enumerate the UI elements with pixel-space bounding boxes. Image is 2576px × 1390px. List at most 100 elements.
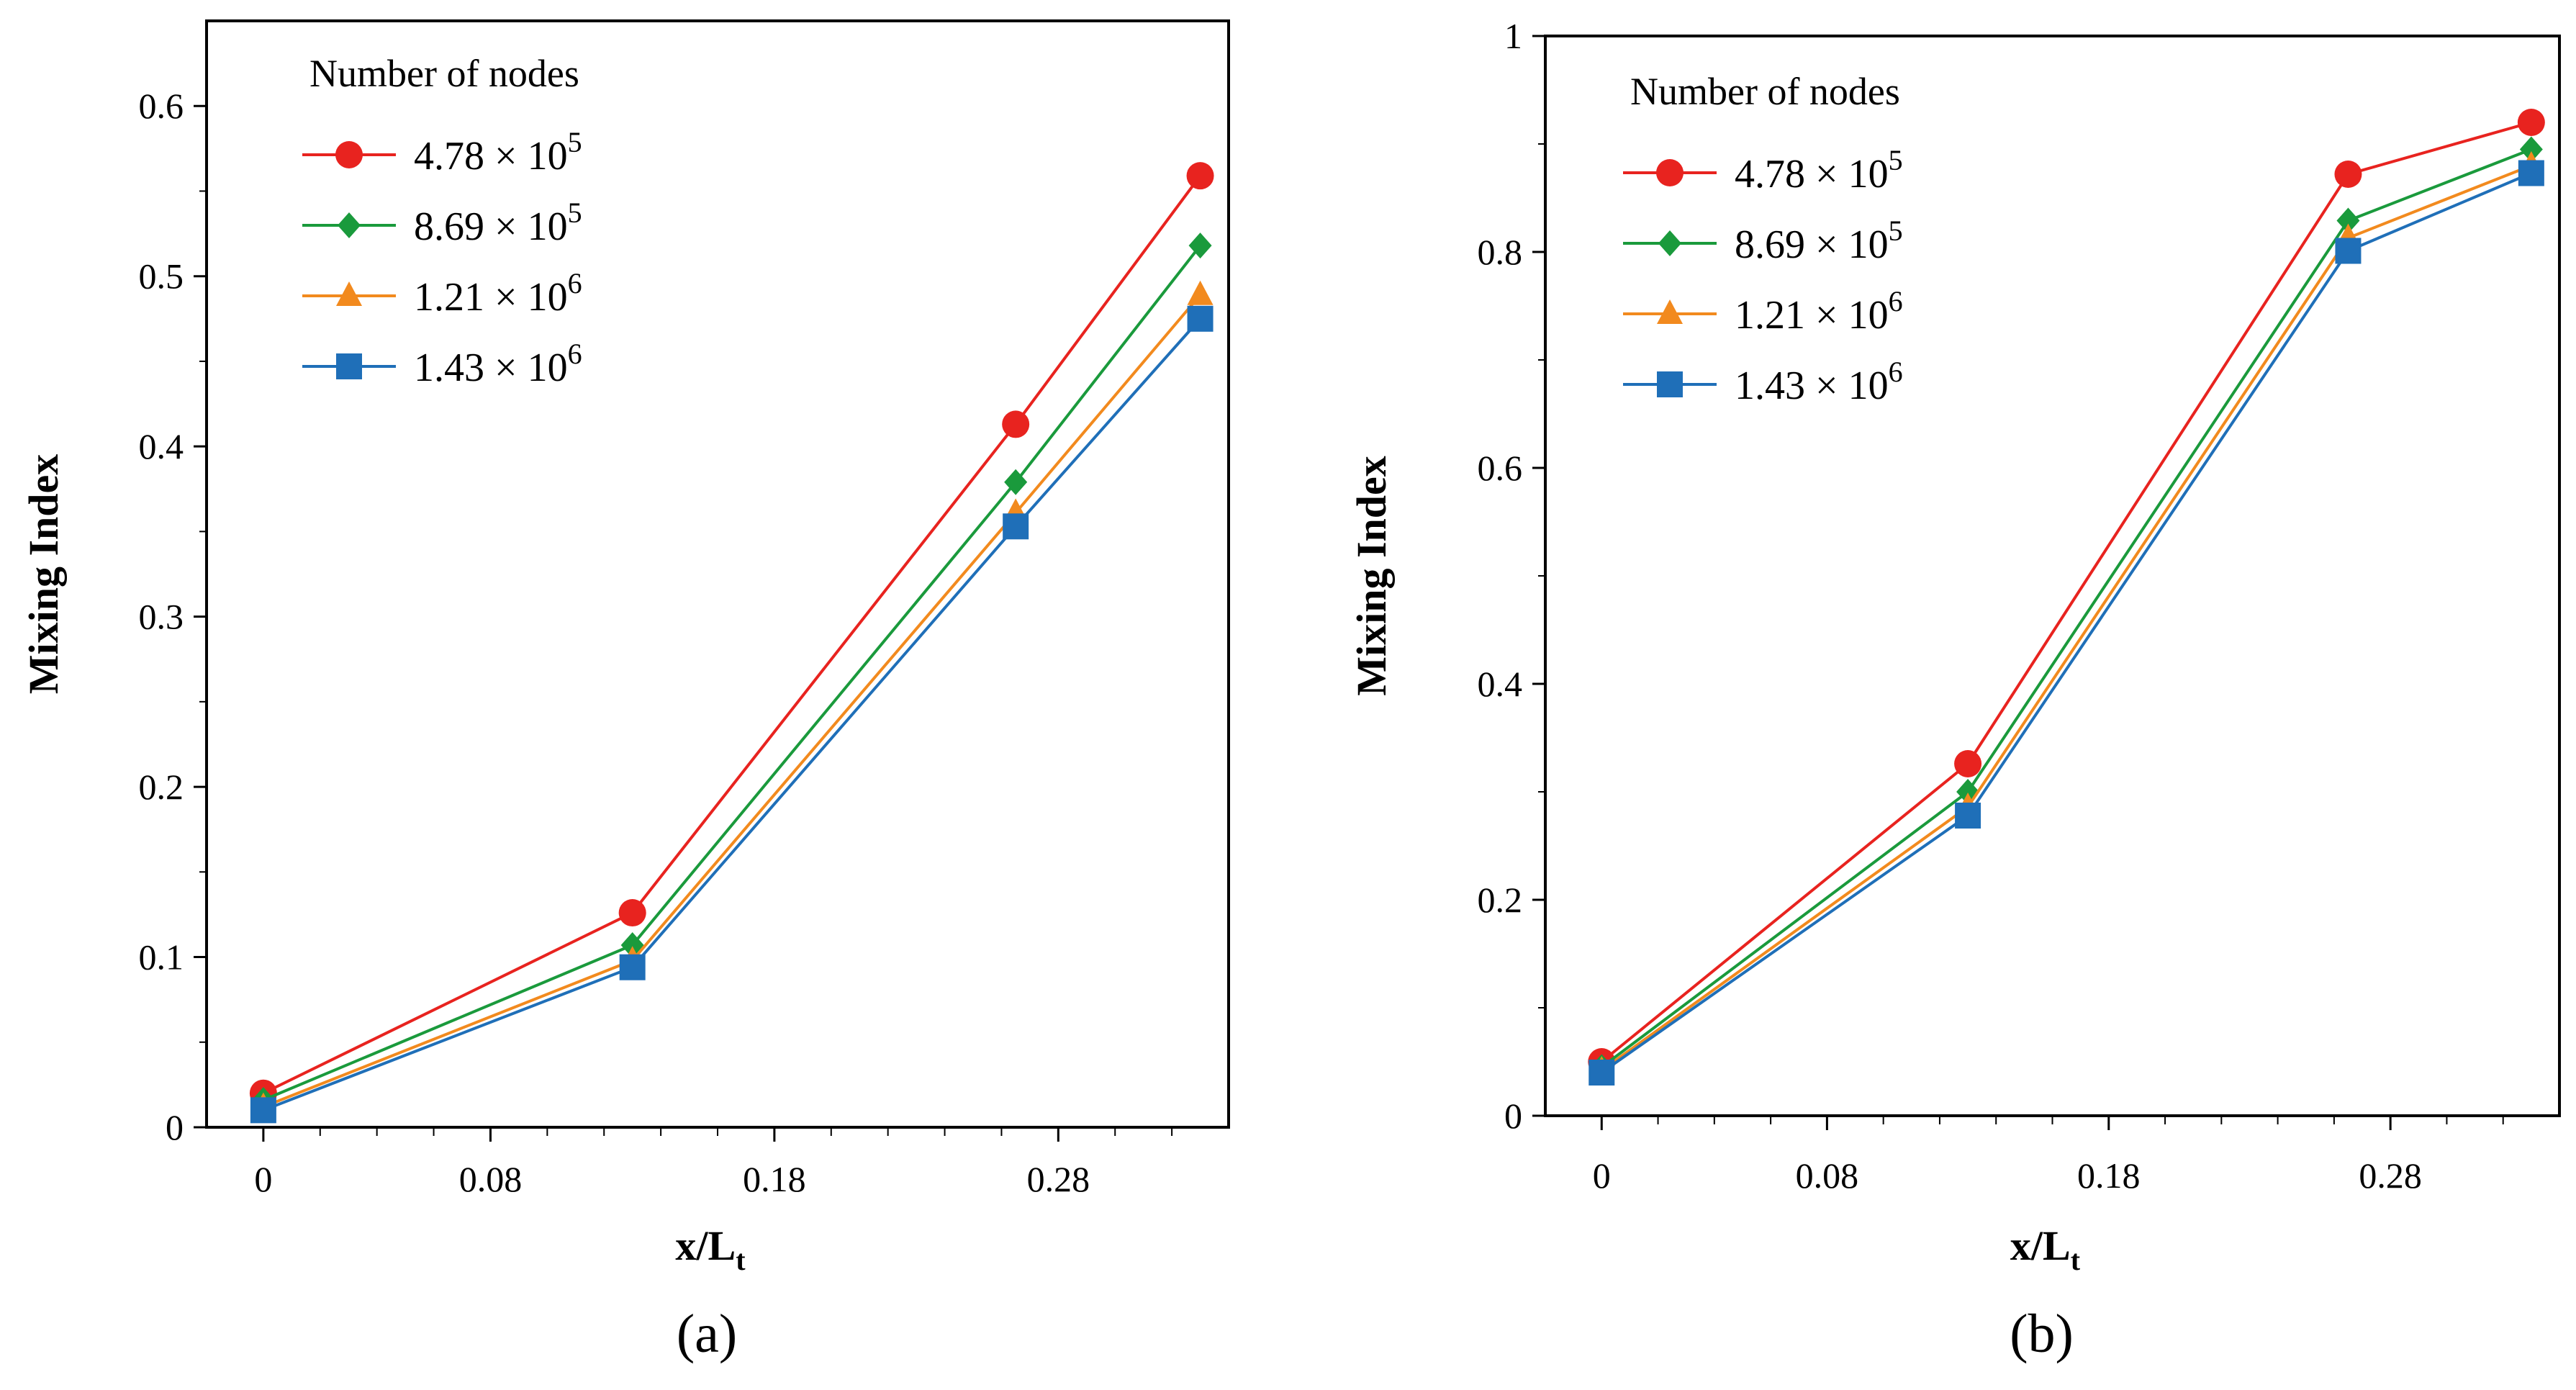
legend-times: × 10: [484, 275, 568, 320]
series-line-2: [263, 294, 1202, 1109]
legend-exponent: 5: [568, 126, 582, 158]
data-point-s0-2: [1002, 410, 1030, 438]
y-tick-label: 1: [1504, 16, 1522, 56]
legend-times: × 10: [484, 134, 568, 179]
panel-label: (a): [677, 1304, 737, 1364]
series-line-3: [1601, 171, 2532, 1074]
data-point-s1-2: [2336, 207, 2360, 234]
series-2: [250, 280, 1214, 1117]
data-point-s0-3: [2517, 109, 2545, 136]
data-point-s3-3: [1187, 305, 1214, 332]
legend-entry-3: 1.43 × 106: [1735, 356, 1903, 408]
data-point-s1-3: [2519, 136, 2543, 163]
y-tick-label: 0: [1504, 1096, 1522, 1136]
chart-panel-b: 0 0.2 0.4 0.6 0.8 1 0 0.08 0.18 0.28 x/Lt Mixing In…: [1348, 16, 2561, 1364]
y-axis-label: Mixing Index: [20, 454, 67, 695]
y-tick-label: 0.8: [1478, 232, 1523, 272]
legend-mantissa: 1.43: [1735, 364, 1805, 408]
x-tick-label: 0.18: [743, 1159, 806, 1199]
legend-times: × 10: [1805, 152, 1889, 197]
x-tick-label: 0.08: [459, 1159, 523, 1199]
y-tick-label: 0.2: [139, 767, 184, 807]
legend-entry-1: 8.69 × 105: [414, 197, 582, 249]
x-tick-label: 0.08: [1796, 1155, 1859, 1196]
legend-exponent: 6: [568, 338, 582, 370]
data-point-s1-3: [1188, 233, 1212, 259]
legend-marker-1: [1658, 230, 1681, 256]
y-tick-label: 0.4: [1478, 664, 1523, 704]
legend-times: × 10: [1805, 364, 1889, 408]
legend-mantissa: 8.69: [1735, 222, 1805, 267]
series-3: [250, 305, 1214, 1124]
data-point-s3-2: [1003, 513, 1029, 540]
y-tick-label: 0.6: [1478, 448, 1523, 488]
y-tick-label: 0.2: [1478, 880, 1523, 920]
series-line-0: [1601, 121, 2532, 1063]
series-line-1: [1601, 148, 2532, 1069]
series-3: [1588, 160, 2544, 1086]
data-point-s2-3: [1187, 280, 1214, 305]
legend-marker-2: [336, 281, 362, 306]
legend-times: × 10: [1805, 222, 1889, 267]
legend-mantissa: 1.21: [414, 275, 484, 320]
data-point-s3-3: [2518, 160, 2544, 186]
series-1: [251, 233, 1212, 1114]
x-axis-label-subscript: t: [2071, 1244, 2081, 1276]
series-line-1: [263, 244, 1202, 1102]
data-point-s0-1: [1954, 750, 1982, 777]
data-point-s1-2: [1004, 469, 1028, 495]
y-axis-label: Mixing Index: [1348, 456, 1395, 696]
series-line-2: [1601, 164, 2532, 1072]
y-tick-label: 0: [166, 1107, 184, 1147]
x-tick-label: 0.28: [1027, 1159, 1090, 1199]
y-tick-label: 0.3: [139, 597, 184, 637]
legend-entry-2: 1.21 × 106: [414, 267, 582, 320]
legend-marker-0: [335, 141, 363, 168]
data-point-s3-0: [1588, 1060, 1615, 1086]
y-tick-label: 0.4: [139, 426, 184, 466]
legend-marker-0: [1656, 159, 1684, 186]
chart-panel-a: 0 0.1 0.2 0.3 0.4 0.5 0.6 0 0.08 0.18 0.28 x/Lt Mixi…: [20, 19, 1230, 1364]
legend-entry-1: 8.69 × 105: [1735, 215, 1903, 267]
x-tick-label: 0: [1593, 1155, 1611, 1196]
legend-mantissa: 1.43: [414, 346, 484, 390]
series-0: [1588, 109, 2545, 1075]
y-tick-label: 0.6: [139, 86, 184, 126]
legend-entry-0: 4.78 × 105: [1735, 144, 1903, 197]
data-point-s3-2: [2335, 238, 2362, 264]
legend-title: Number of nodes: [309, 52, 579, 95]
plot-frame: [205, 19, 1230, 1129]
data-point-s0-3: [1186, 162, 1214, 190]
panel-label: (b): [2010, 1304, 2074, 1364]
x-axis-label-main: x/L: [675, 1222, 736, 1269]
legend-marker-2: [1657, 299, 1683, 324]
x-tick-label: 0: [254, 1159, 272, 1199]
series-0: [249, 162, 1214, 1107]
legend-times: × 10: [484, 346, 568, 390]
x-tick-label: 0.28: [2359, 1155, 2422, 1196]
legend-exponent: 5: [1889, 144, 1903, 176]
data-point-s3-1: [1955, 803, 1981, 829]
x-axis-label-main: x/L: [2010, 1222, 2071, 1269]
legend-mantissa: 4.78: [1735, 152, 1805, 197]
y-tick-label: 0.5: [139, 256, 184, 297]
legend-mantissa: 1.21: [1735, 293, 1805, 338]
legend-times: × 10: [1805, 293, 1889, 338]
legend-marker-3: [336, 353, 362, 379]
legend-exponent: 6: [568, 267, 582, 299]
x-axis-label: x/Lt: [2010, 1222, 2081, 1276]
data-point-s0-1: [618, 899, 646, 927]
x-tick-label: 0.18: [2077, 1155, 2141, 1196]
legend-marker-1: [338, 212, 361, 238]
series-line-3: [263, 317, 1202, 1112]
data-point-s3-1: [619, 954, 646, 980]
legend-marker-3: [1657, 371, 1683, 397]
data-point-s0-2: [2334, 161, 2362, 188]
legend-title: Number of nodes: [1630, 70, 1900, 113]
legend-exponent: 6: [1889, 356, 1903, 388]
legend-times: × 10: [484, 204, 568, 249]
data-point-s3-0: [250, 1097, 276, 1124]
